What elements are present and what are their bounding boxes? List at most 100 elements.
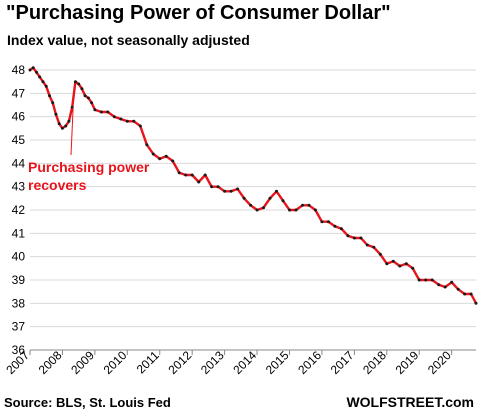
x-tick-label: 2018 (360, 348, 389, 377)
y-tick-label: 43 (12, 180, 26, 194)
data-point (177, 171, 181, 175)
data-point (313, 208, 317, 212)
y-tick-label: 37 (12, 320, 26, 334)
data-point (38, 75, 42, 79)
annotation-text: Purchasing power (28, 159, 150, 175)
data-point (83, 94, 87, 98)
data-point (119, 117, 123, 121)
data-point (352, 236, 356, 240)
y-tick-label: 44 (12, 156, 26, 170)
y-tick-label: 41 (12, 226, 26, 240)
y-tick-label: 40 (12, 250, 26, 264)
y-tick-label: 36 (12, 343, 26, 357)
x-tick-label: 2014 (230, 348, 259, 377)
data-point (41, 80, 45, 84)
data-point (99, 110, 103, 114)
source-note: Source: BLS, St. Louis Fed (4, 395, 171, 410)
gridlines (30, 69, 476, 351)
data-point (398, 264, 402, 268)
data-point (158, 157, 162, 161)
data-point (44, 84, 48, 88)
data-point (378, 252, 382, 256)
data-point (28, 68, 32, 72)
data-point (60, 126, 64, 130)
data-point (275, 189, 278, 193)
data-point (80, 87, 84, 91)
x-tick-label: 2007 (3, 348, 32, 377)
data-point (469, 292, 473, 296)
data-point (151, 152, 155, 156)
data-point (93, 108, 97, 112)
x-tick-label: 2016 (295, 348, 324, 377)
data-point (64, 124, 68, 128)
data-point (268, 196, 272, 200)
data-point (31, 66, 35, 70)
data-point (216, 185, 220, 189)
data-point (210, 185, 214, 189)
data-point (359, 236, 363, 240)
annotation-text: recovers (28, 177, 87, 193)
data-point (463, 292, 467, 296)
data-point (190, 173, 194, 177)
data-point (430, 278, 434, 282)
data-point (450, 280, 454, 284)
data-point (48, 94, 51, 98)
y-tick-label: 42 (12, 203, 26, 217)
data-point (372, 245, 376, 249)
x-tick-label: 2020 (425, 348, 454, 377)
x-tick-label: 2008 (36, 348, 65, 377)
data-point (391, 259, 395, 263)
data-point (326, 220, 330, 224)
y-tick-label: 45 (12, 133, 26, 147)
series-points (28, 66, 478, 305)
x-tick-label: 2017 (328, 348, 357, 377)
y-tick-label: 47 (12, 86, 26, 100)
data-point (320, 220, 324, 224)
data-point (73, 80, 77, 84)
data-point (223, 189, 227, 193)
data-point (249, 203, 253, 207)
y-tick-label: 38 (12, 296, 26, 310)
data-point (138, 124, 142, 128)
data-point (106, 110, 110, 114)
data-point (404, 262, 408, 266)
data-point (288, 208, 291, 212)
x-tick-label: 2009 (68, 348, 97, 377)
y-tick-label: 48 (12, 63, 26, 77)
y-tick-label: 46 (12, 110, 26, 124)
data-point (229, 189, 233, 193)
data-point (242, 196, 246, 200)
data-point (307, 203, 311, 207)
chart-title: "Purchasing Power of Consumer Dollar" (6, 2, 391, 24)
data-point (35, 70, 38, 74)
data-point (132, 119, 136, 123)
x-tick-label: 2019 (393, 348, 422, 377)
data-point (437, 283, 441, 287)
x-tick-label: 2011 (134, 348, 162, 376)
data-point (346, 234, 350, 238)
data-point (333, 224, 337, 228)
data-point (51, 101, 55, 105)
data-point (294, 208, 298, 212)
x-tick-label: 2012 (166, 348, 195, 377)
data-point (474, 301, 478, 305)
x-tick-label: 2015 (263, 348, 292, 377)
annotation-pointer (70, 107, 74, 156)
data-point (417, 278, 421, 282)
data-point (197, 180, 201, 184)
data-point (255, 208, 259, 212)
data-point (164, 154, 168, 158)
data-point (112, 115, 116, 119)
data-point (77, 82, 81, 86)
x-tick-label: 2013 (198, 348, 227, 377)
series-line-path (28, 66, 478, 305)
axes (29, 349, 476, 355)
data-point (411, 266, 415, 270)
brand-logo-text: WOLFSTREET.com (346, 394, 474, 410)
data-point (145, 143, 149, 147)
data-point (57, 122, 61, 126)
data-point (86, 96, 90, 100)
data-point (281, 199, 285, 203)
x-tick-label: 2010 (101, 348, 130, 377)
